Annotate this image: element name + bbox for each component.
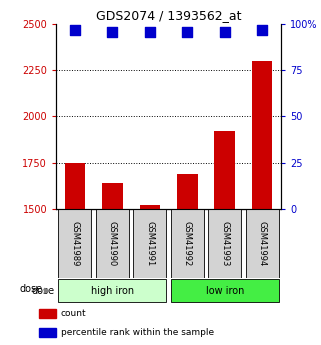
Bar	[246, 209, 279, 278]
Bar	[171, 279, 279, 302]
Point	[260, 27, 265, 32]
Bar	[96, 209, 129, 278]
Text: percentile rank within the sample: percentile rank within the sample	[61, 328, 214, 337]
Bar	[58, 209, 91, 278]
Point	[147, 29, 152, 34]
Point	[222, 29, 227, 34]
Bar	[177, 174, 197, 209]
Text: dose: dose	[20, 284, 43, 294]
Bar	[252, 61, 273, 209]
Point	[110, 29, 115, 34]
Bar	[133, 209, 166, 278]
Text: low iron: low iron	[205, 286, 244, 296]
Text: GSM41993: GSM41993	[220, 220, 229, 266]
Text: high iron: high iron	[91, 286, 134, 296]
Bar	[39, 308, 56, 318]
Bar	[58, 279, 166, 302]
Bar	[208, 209, 241, 278]
Text: GSM41990: GSM41990	[108, 220, 117, 266]
Bar	[171, 209, 204, 278]
Bar	[39, 328, 56, 337]
Text: GSM41989: GSM41989	[70, 220, 79, 266]
Point	[185, 29, 190, 34]
Bar	[214, 131, 235, 209]
Title: GDS2074 / 1393562_at: GDS2074 / 1393562_at	[96, 9, 241, 22]
Bar	[140, 205, 160, 209]
Point	[72, 27, 77, 32]
Text: GSM41991: GSM41991	[145, 220, 154, 266]
Text: GSM41992: GSM41992	[183, 220, 192, 266]
Bar	[102, 183, 123, 209]
Text: GSM41994: GSM41994	[258, 220, 267, 266]
Bar	[65, 163, 85, 209]
Text: dose: dose	[31, 286, 54, 296]
Text: count: count	[61, 308, 87, 318]
